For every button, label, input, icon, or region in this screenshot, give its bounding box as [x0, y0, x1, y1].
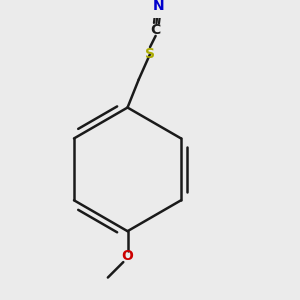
- Text: N: N: [153, 0, 164, 14]
- Text: C: C: [151, 23, 161, 37]
- Text: S: S: [145, 47, 155, 61]
- Text: O: O: [122, 250, 134, 263]
